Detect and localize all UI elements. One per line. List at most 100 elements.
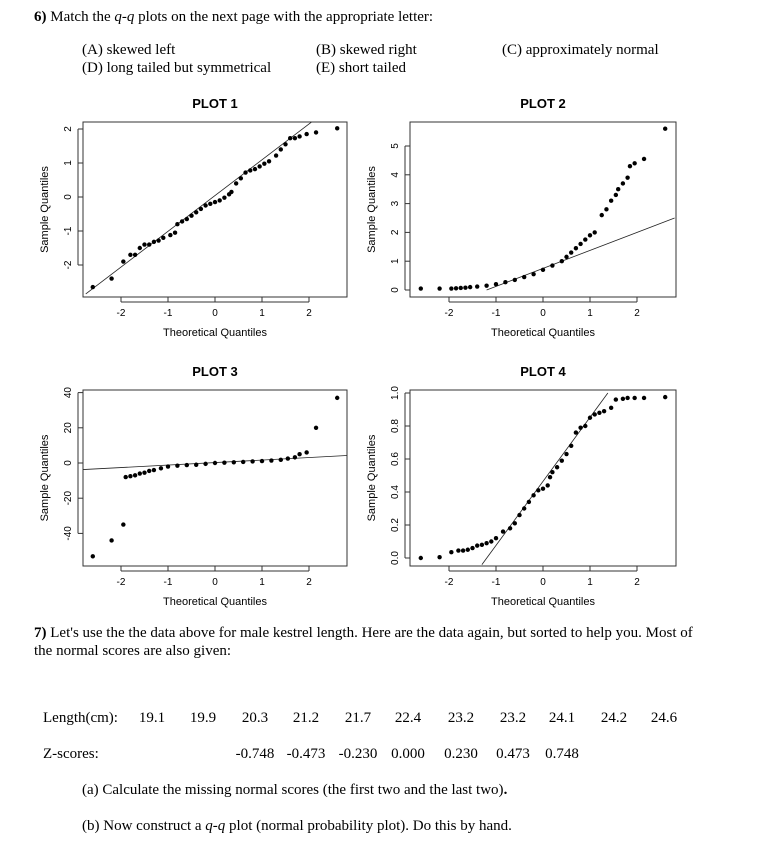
data-point (573, 246, 579, 251)
data-point (616, 187, 621, 192)
x-tick-label: 2 (634, 308, 640, 319)
y-axis-label: Sample Quantiles (39, 434, 51, 521)
data-point (292, 455, 298, 460)
qq-term: q-q (114, 9, 135, 25)
data-point (168, 232, 173, 238)
data-point (663, 126, 668, 131)
length-value: 24.2 (600, 710, 628, 726)
data-point (238, 176, 244, 181)
zscore-value: 0.473 (496, 746, 530, 762)
x-tick-label: -2 (117, 577, 126, 588)
data-point (161, 235, 166, 240)
length-value: 20.3 (241, 710, 269, 726)
data-point (142, 470, 147, 475)
data-point (493, 536, 499, 541)
reference-line (481, 392, 609, 565)
plot-4: PLOT 4 -2 -1 0 1 2 0.0 0.2 0.4 0.6 0.8 1.0 Theoretic… (366, 364, 677, 608)
data-point (203, 203, 208, 208)
data-point (632, 161, 637, 166)
plot-3: PLOT 3 -2 -1 0 1 2 -40 -20 0 20 40 Theoretical Quan… (39, 364, 348, 608)
y-tick-label: -40 (63, 526, 74, 541)
option-e: (E) short tailed (316, 60, 406, 76)
x-tick-label: 1 (587, 577, 593, 588)
length-value: 24.1 (548, 710, 576, 726)
plot-frame (82, 121, 348, 298)
data-point (151, 239, 157, 245)
plot-2: PLOT 2 -2 -1 0 1 2 0 1 2 3 4 5 Theoretical Quantiles… (366, 96, 677, 339)
data-point (613, 397, 619, 402)
y-tick-label: -2 (63, 260, 74, 269)
data-point (128, 252, 133, 257)
y-tick-label: 0.4 (390, 485, 401, 499)
option-b: (B) skewed right (316, 42, 417, 58)
y-tick-label: 40 (63, 387, 74, 399)
data-point (252, 166, 258, 172)
data-point (632, 395, 637, 401)
y-axis-label: Sample Quantiles (39, 166, 51, 253)
data-point (587, 415, 593, 420)
data-point (540, 267, 546, 273)
data-point (250, 459, 255, 464)
data-point (550, 263, 555, 268)
data-point (597, 410, 602, 415)
y-tick-label: 0.8 (390, 419, 401, 433)
x-axis-label: Theoretical Quantiles (163, 327, 267, 339)
data-point (243, 170, 248, 175)
x-tick-label: 2 (306, 577, 312, 588)
x-tick-label: -1 (492, 308, 501, 319)
data-point (128, 474, 133, 479)
option-d: (D) long tailed but symmetrical (82, 60, 272, 76)
data-point (536, 488, 541, 493)
data-point (460, 548, 466, 553)
data-point (132, 252, 138, 257)
data-point (625, 395, 630, 401)
zscore-value: -0.230 (338, 746, 378, 762)
data-point (158, 466, 164, 471)
y-tick-label: 1 (390, 258, 401, 264)
y-tick-label: 1.0 (390, 386, 401, 400)
prompt-text: Match the (50, 9, 115, 25)
data-point (500, 529, 506, 534)
data-point (449, 550, 454, 555)
data-point (165, 464, 171, 469)
qq-plots: PLOT 1 -2 -1 0 1 2 -2 -1 0 1 2 Theoretical Quantile… (39, 96, 677, 608)
reference-line (85, 122, 312, 295)
data-point (109, 538, 114, 543)
data-point (304, 450, 309, 455)
plot-title: PLOT 3 (192, 364, 238, 379)
length-value: 19.9 (189, 710, 217, 726)
y-axis-label: Sample Quantiles (366, 166, 378, 253)
length-value: 23.2 (499, 710, 527, 726)
data-point (231, 460, 236, 465)
length-value: 23.2 (447, 710, 475, 726)
x-tick-label: 1 (259, 308, 265, 319)
question-number: 6) (34, 9, 47, 25)
data-point (278, 147, 283, 152)
data-point (587, 233, 593, 238)
data-point (522, 506, 527, 511)
data-point (484, 283, 489, 288)
data-point (229, 189, 234, 195)
data-point (262, 161, 267, 166)
data-point (512, 277, 517, 283)
y-tick-label: -1 (63, 226, 74, 235)
data-point (285, 456, 291, 461)
data-point (456, 548, 461, 553)
plot-title: PLOT 2 (520, 96, 566, 111)
data-point (608, 405, 614, 411)
y-tick-label: 20 (63, 422, 74, 434)
data-point (449, 286, 454, 291)
zscore-label: Z-scores: (43, 746, 99, 762)
data-point (198, 206, 204, 212)
data-point (437, 286, 442, 291)
x-tick-label: 0 (540, 308, 546, 319)
data-point (522, 274, 527, 280)
data-point (179, 219, 185, 224)
zscore-value: 0.748 (545, 746, 579, 762)
data-point (484, 540, 489, 546)
data-point (465, 547, 470, 552)
data-point (241, 459, 246, 465)
data-point (601, 408, 607, 414)
data-point (475, 543, 480, 548)
length-label: Length(cm): (43, 710, 118, 726)
